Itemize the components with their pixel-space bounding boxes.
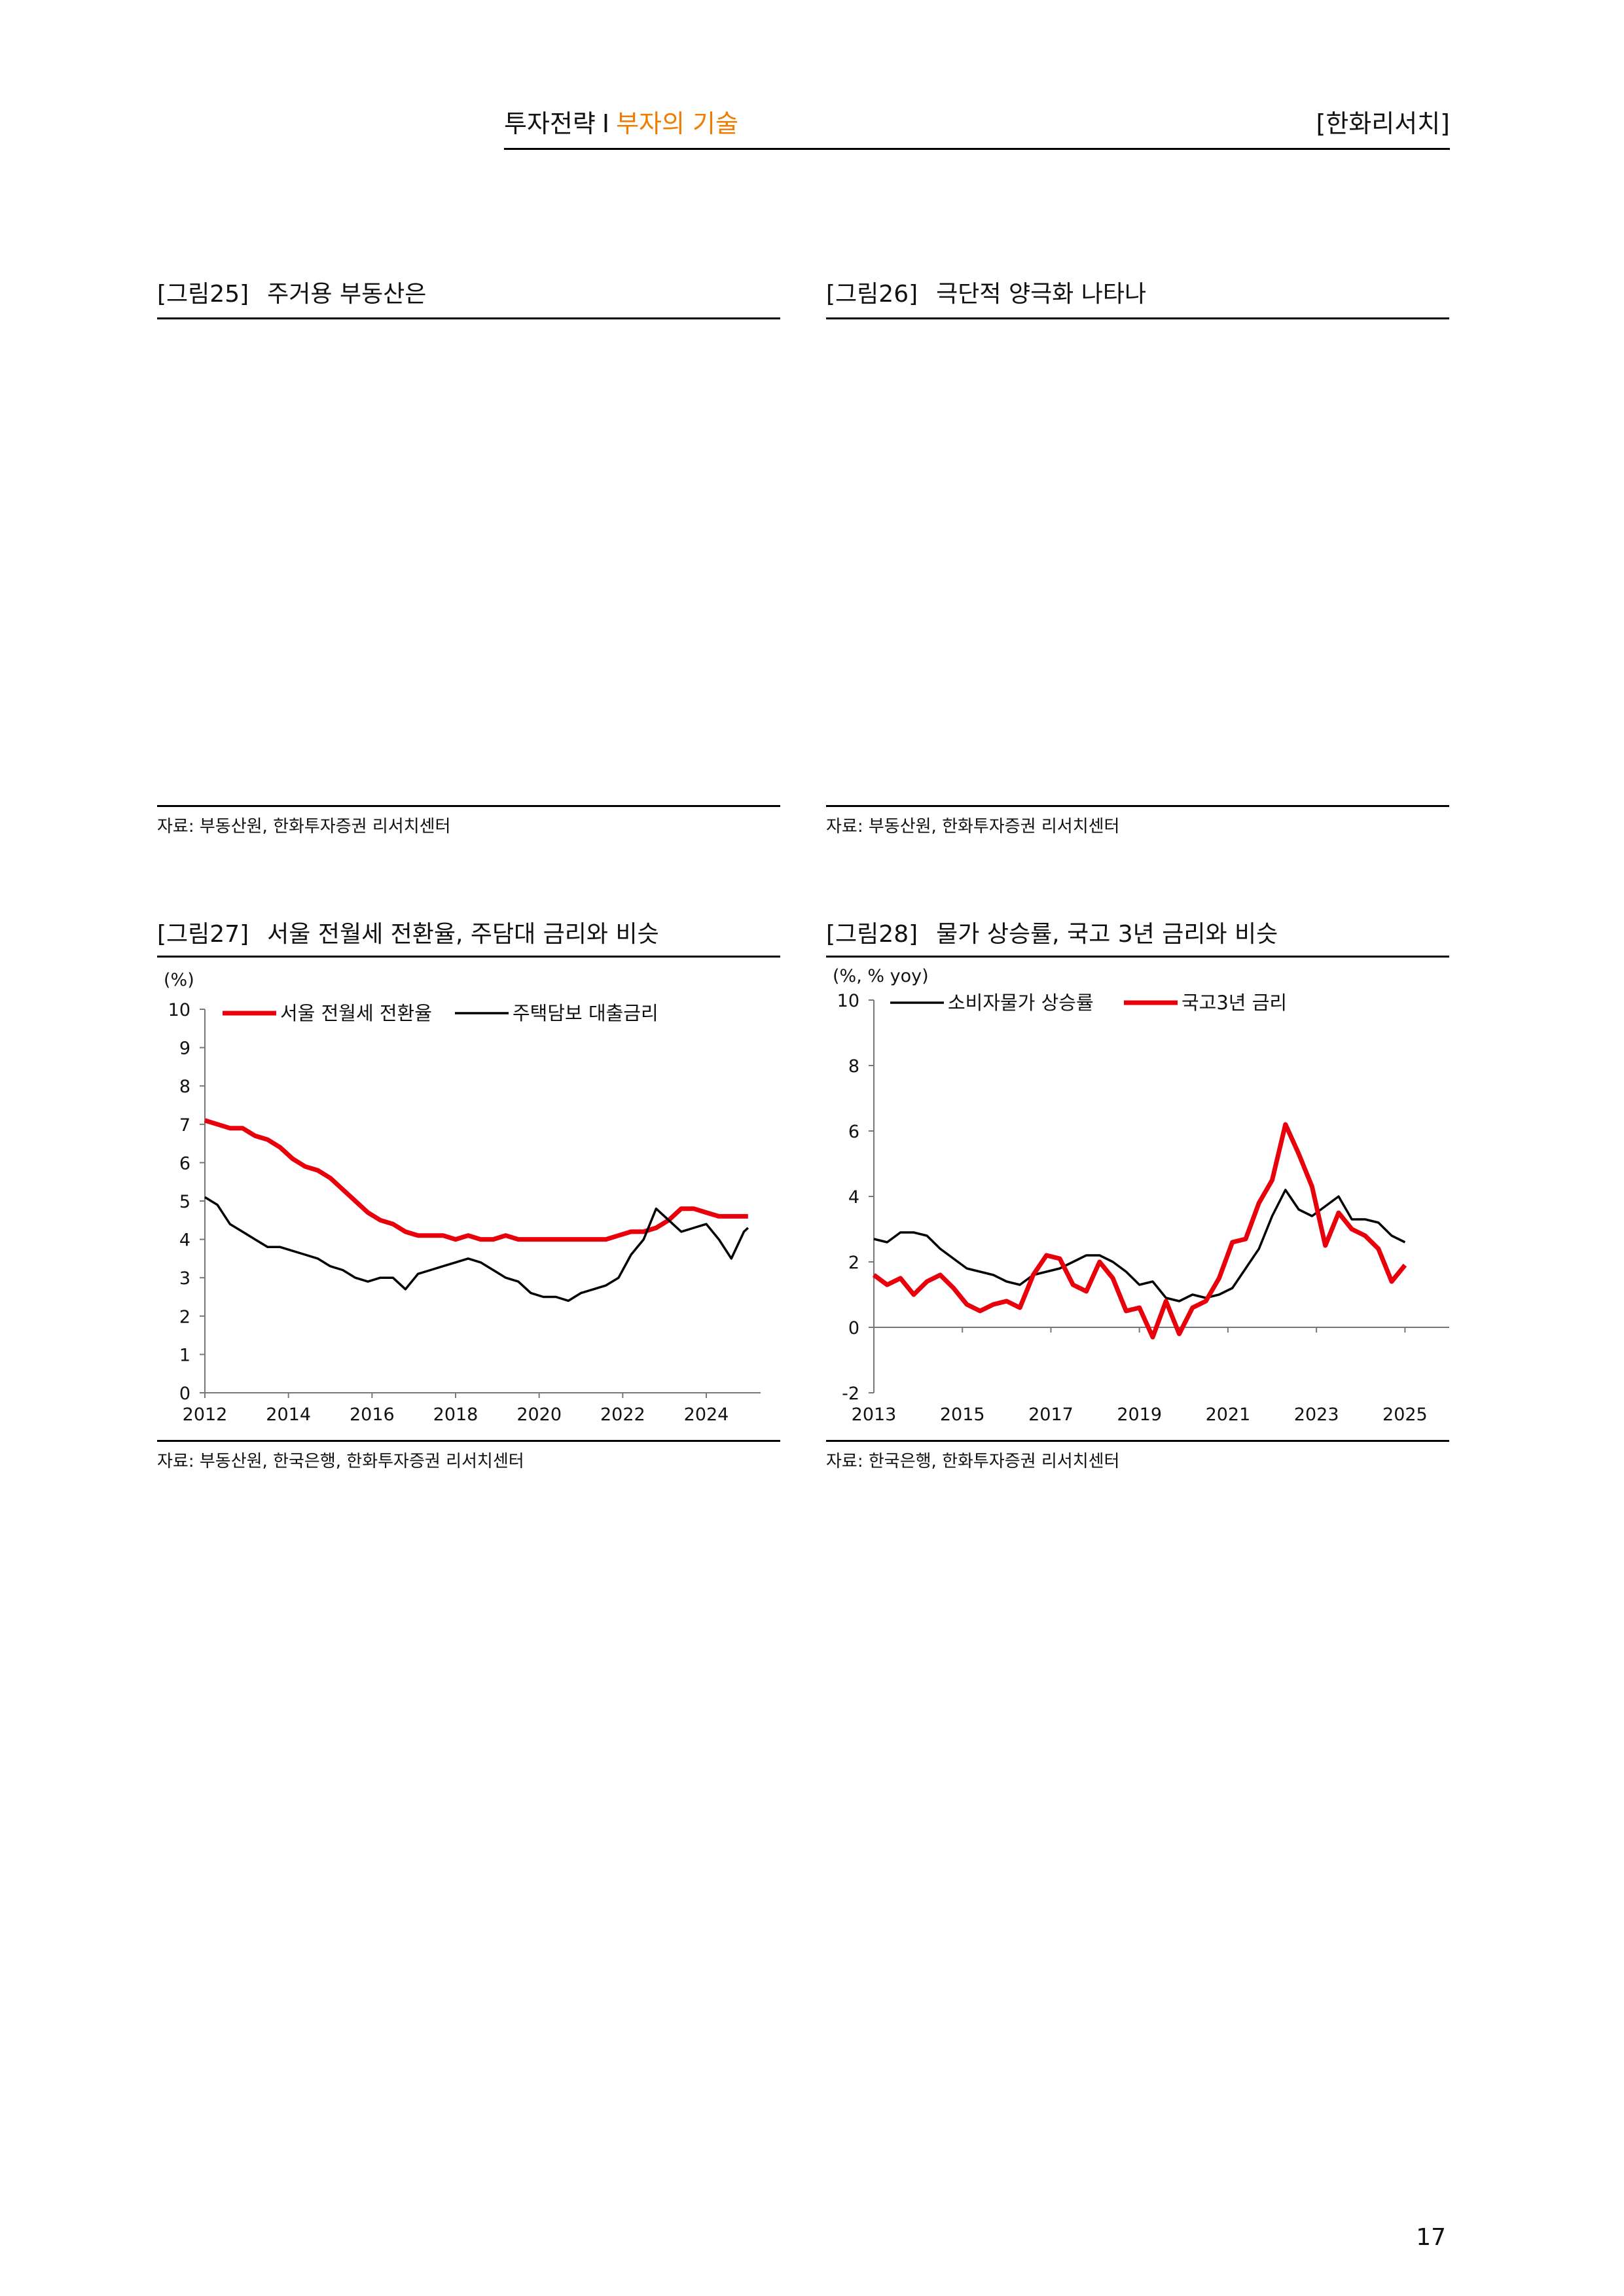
- y-tick-label: 0: [179, 1384, 190, 1404]
- y-axis-unit-label: (%): [164, 970, 194, 990]
- y-tick-label: 6: [848, 1122, 859, 1142]
- legend-label-2: 주택담보 대출금리: [513, 1002, 659, 1024]
- x-tick-label: 2023: [1294, 1405, 1339, 1425]
- figure-28-source: 자료: 한국은행, 한화투자증권 리서치센터: [826, 1452, 1120, 1471]
- x-tick-label: 2021: [1206, 1405, 1251, 1425]
- figure-25-source: 자료: 부동산원, 한화투자증권 리서치센터: [157, 817, 451, 836]
- figure-25-image-area: [157, 321, 780, 804]
- x-tick-label: 2018: [433, 1405, 478, 1425]
- y-tick-label: 2: [848, 1253, 859, 1273]
- y-tick-label: 5: [179, 1192, 190, 1212]
- y-axis-unit-label: (%, % yoy): [833, 966, 929, 986]
- figure-27-top-rule: [157, 956, 780, 958]
- figure-number: [그림28]: [826, 921, 918, 948]
- figure-28-title: [그림28] 물가 상승률, 국고 3년 금리와 비슷: [826, 915, 1278, 949]
- y-tick-label: 0: [848, 1318, 859, 1338]
- figure-27-source: 자료: 부동산원, 한국은행, 한화투자증권 리서치센터: [157, 1452, 524, 1471]
- legend-label-2: 국고3년 금리: [1182, 992, 1287, 1014]
- figure-number: [그림26]: [826, 281, 918, 308]
- page-number: 17: [1416, 2224, 1446, 2251]
- section-label: 투자전략: [504, 109, 596, 138]
- section-subtitle: 부자의 기술: [616, 109, 738, 138]
- x-tick-label: 2017: [1028, 1405, 1074, 1425]
- figure-25-bottom-rule: [157, 805, 780, 807]
- figure-number: [그림25]: [157, 281, 249, 308]
- y-tick-label: 4: [848, 1187, 859, 1208]
- y-tick-label: 6: [179, 1153, 190, 1174]
- y-tick-label: 8: [179, 1077, 190, 1097]
- figure-28-bottom-rule: [826, 1440, 1449, 1442]
- figure-27-chart: (%) 0 1 2 3 4 5 6 7 8 9 10 2012 2014 2016 2018 2020 2022 2…: [164, 970, 761, 1425]
- legend-label-1: 소비자물가 상승률: [948, 992, 1094, 1014]
- figure-caption: 서울 전월세 전환율, 주담대 금리와 비슷: [267, 921, 659, 948]
- x-tick-label: 2022: [600, 1405, 645, 1425]
- report-section-header: 투자전략 I 부자의 기술: [504, 103, 738, 139]
- figure-27-title: [그림27] 서울 전월세 전환율, 주담대 금리와 비슷: [157, 915, 659, 949]
- y-tick-label: 4: [179, 1230, 190, 1251]
- figure-26-bottom-rule: [826, 805, 1449, 807]
- figure-number: [그림27]: [157, 921, 249, 948]
- figure-caption: 극단적 양극화 나타나: [936, 281, 1147, 308]
- legend-label-1: 서울 전월세 전환율: [280, 1002, 432, 1024]
- y-tick-label: 3: [179, 1268, 190, 1289]
- x-tick-label: 2013: [852, 1405, 897, 1425]
- y-tick-label: 7: [179, 1115, 190, 1136]
- figure-27-bottom-rule: [157, 1440, 780, 1442]
- y-tick-label: 10: [837, 991, 859, 1011]
- y-tick-label: -2: [842, 1384, 859, 1404]
- figure-26-image-area: [826, 321, 1449, 804]
- x-tick-label: 2012: [183, 1405, 228, 1425]
- x-tick-label: 2019: [1117, 1405, 1162, 1425]
- brand-label: [한화리서치]: [1316, 109, 1450, 138]
- x-tick-label: 2020: [516, 1405, 562, 1425]
- x-tick-label: 2016: [350, 1405, 395, 1425]
- figure-26-top-rule: [826, 317, 1449, 319]
- x-tick-label: 2015: [940, 1405, 985, 1425]
- figure-28-chart: (%, % yoy) -2 0 2 4 6 8 10 2013 2015 2017 2019 2021 2…: [833, 966, 1449, 1425]
- figure-26-source: 자료: 부동산원, 한화투자증권 리서치센터: [826, 817, 1120, 836]
- x-tick-label: 2024: [684, 1405, 729, 1425]
- x-tick-label: 2025: [1382, 1405, 1428, 1425]
- series-line-2: [204, 1196, 749, 1302]
- x-tick-label: 2014: [266, 1405, 311, 1425]
- figure-28-top-rule: [826, 956, 1449, 958]
- figure-25-title: [그림25] 주거용 부동산은: [157, 275, 426, 309]
- figure-caption: 주거용 부동산은: [267, 281, 427, 308]
- series-line-2: [872, 1122, 1407, 1340]
- y-tick-label: 1: [179, 1345, 190, 1365]
- series-line-1: [204, 1118, 748, 1242]
- y-tick-label: 2: [179, 1307, 190, 1327]
- header-divider: [504, 148, 1450, 150]
- section-separator: I: [602, 109, 610, 138]
- y-tick-label: 10: [168, 1000, 190, 1020]
- figure-26-title: [그림26] 극단적 양극화 나타나: [826, 275, 1146, 309]
- figure-caption: 물가 상승률, 국고 3년 금리와 비슷: [936, 921, 1278, 948]
- y-tick-label: 9: [179, 1039, 190, 1059]
- y-tick-label: 8: [848, 1056, 859, 1077]
- figure-25-top-rule: [157, 317, 780, 319]
